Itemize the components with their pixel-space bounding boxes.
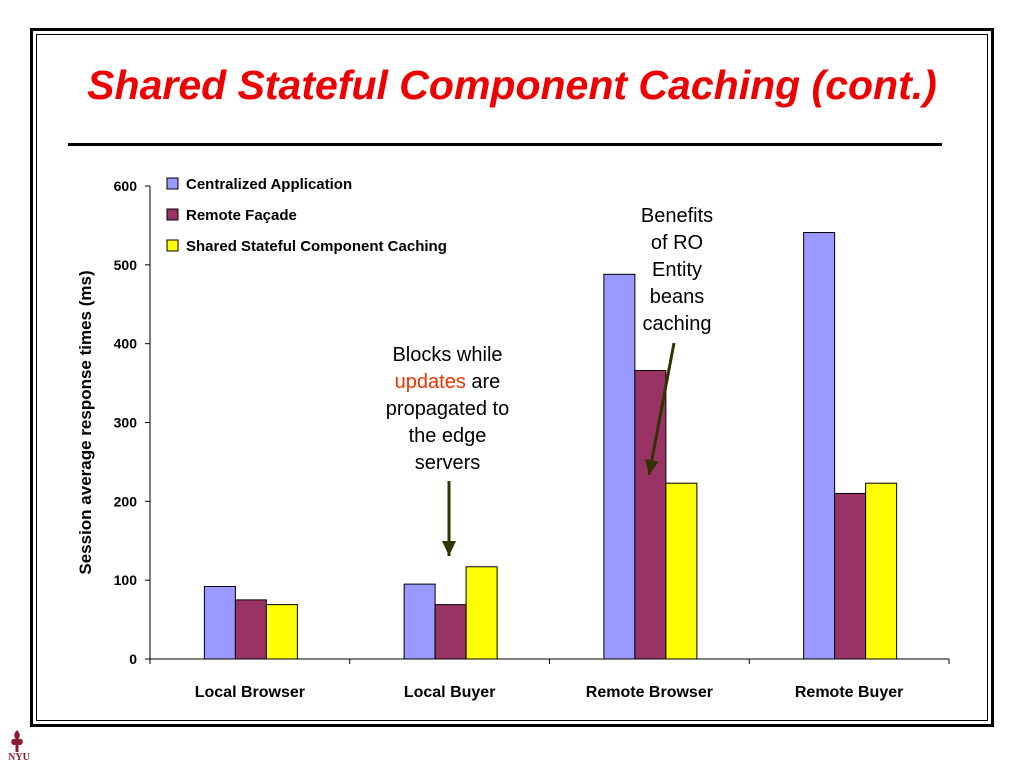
y-tick-label: 200	[114, 493, 138, 509]
annotation-blocks-line5: servers	[414, 452, 481, 474]
annotation-benefits-line3: Entity	[651, 259, 703, 281]
legend-label: Remote Façade	[186, 207, 297, 224]
bar	[234, 599, 267, 660]
legend-swatch	[166, 239, 179, 252]
bar	[265, 604, 298, 660]
y-axis-title: Session average response times (ms)	[76, 270, 95, 574]
bar	[403, 583, 436, 660]
nyu-logo-text: NYU	[8, 752, 30, 763]
y-tick-label: 0	[129, 651, 137, 667]
annotation-blocks-line4: the edge	[408, 425, 487, 447]
legend-label: Shared Stateful Component Caching	[186, 238, 447, 255]
arrow-benefits-head	[644, 458, 659, 475]
y-tick-label: 600	[114, 178, 138, 194]
legend-swatch	[166, 208, 179, 221]
annotation-blocks-line2-rest: are	[465, 371, 501, 393]
legend-label: Centralized Application	[186, 176, 352, 193]
annotation-benefits-line2: of RO	[650, 232, 704, 254]
slide-frame-outer	[30, 28, 994, 727]
arrow-updates-head	[442, 541, 456, 556]
annotation-blocks-while-updates: Blocks while updates are propagated to t…	[360, 342, 535, 477]
x-category-label: Remote Buyer	[795, 684, 903, 701]
annotation-benefits-line5: caching	[642, 313, 712, 335]
annotation-blocks-line1: Blocks while	[392, 344, 503, 366]
y-tick-label: 500	[114, 257, 138, 273]
annotation-benefits-ro-entity-caching: Benefits of RO Entity beans caching	[622, 203, 732, 338]
arrow-benefits-shaft	[647, 342, 676, 476]
annotation-blocks-line3: propagated to	[385, 398, 510, 420]
x-category-label: Local Buyer	[404, 684, 496, 701]
annotation-benefits-line1: Benefits	[640, 205, 714, 227]
x-category-label: Remote Browser	[586, 684, 713, 701]
slide-title: Shared Stateful Component Caching (cont.…	[87, 62, 937, 108]
nyu-torch-logo-icon	[11, 730, 23, 752]
x-category-label: Local Browser	[195, 684, 305, 701]
bar	[865, 482, 898, 660]
y-tick-label: 100	[114, 572, 138, 588]
bar	[603, 273, 636, 660]
title-divider	[68, 143, 942, 146]
annotation-blocks-line2: updates are	[360, 369, 535, 396]
bar	[834, 492, 867, 660]
bar	[665, 482, 698, 660]
annotation-blocks-highlight: updates	[394, 371, 466, 393]
bar	[465, 566, 498, 660]
slide-frame-inner	[36, 34, 988, 721]
bar	[203, 585, 236, 660]
bar	[803, 232, 836, 660]
bar	[434, 604, 467, 660]
y-tick-label: 400	[114, 336, 138, 352]
annotation-benefits-line4: beans	[649, 286, 705, 308]
legend-swatch	[166, 177, 179, 190]
y-tick-label: 300	[114, 415, 138, 431]
